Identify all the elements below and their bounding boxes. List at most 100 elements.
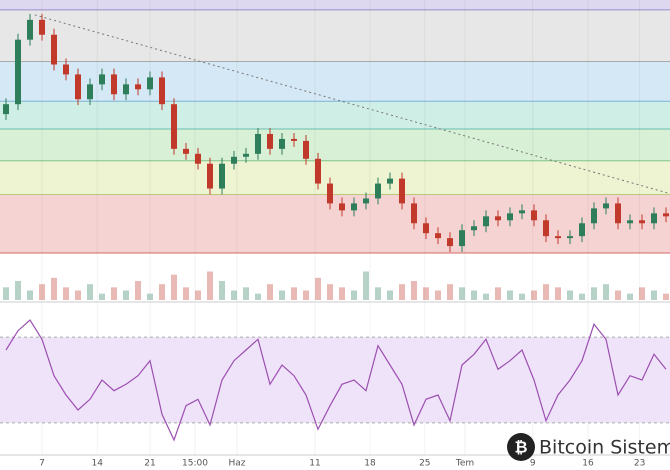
- volume-bar: [507, 290, 513, 300]
- volume-bar: [339, 287, 345, 300]
- x-tick-label: 15:00: [182, 459, 208, 469]
- level-band: [0, 129, 670, 161]
- candle-body: [279, 138, 285, 149]
- candle-body: [387, 178, 393, 184]
- volume-bar: [99, 293, 105, 300]
- candle-body: [135, 84, 141, 90]
- candle-body: [27, 19, 33, 40]
- candle-body: [147, 77, 153, 90]
- volume-bar: [663, 293, 669, 300]
- x-tick-label: 11: [309, 459, 320, 469]
- candle-body: [267, 133, 273, 149]
- x-tick-label: 14: [91, 459, 103, 469]
- volume-bar: [75, 290, 81, 300]
- candle-body: [111, 74, 117, 95]
- volume-bar: [399, 284, 405, 300]
- candle-body: [123, 84, 129, 95]
- candle-body: [87, 84, 93, 100]
- candle-body: [99, 74, 105, 85]
- volume-bar: [171, 274, 177, 300]
- candle-body: [195, 153, 201, 164]
- level-band: [0, 194, 670, 254]
- candle-body: [39, 19, 45, 35]
- candle-body: [3, 104, 9, 115]
- candle-body: [75, 74, 81, 100]
- volume-bar: [351, 290, 357, 300]
- candle-body: [63, 64, 69, 75]
- candle-body: [555, 236, 561, 239]
- candle-body: [507, 213, 513, 221]
- volume-bar: [615, 290, 621, 300]
- candle-body: [219, 163, 225, 189]
- volume-bar: [363, 271, 369, 300]
- candle-body: [231, 156, 237, 164]
- candle-body: [255, 133, 261, 154]
- candle-body: [351, 203, 357, 211]
- volume-bar: [291, 287, 297, 300]
- x-tick-label: 25: [419, 459, 430, 469]
- candle-body: [411, 203, 417, 224]
- volume-bar: [111, 287, 117, 300]
- volume-bar: [579, 293, 585, 300]
- volume-bar: [243, 287, 249, 300]
- volume-bar: [219, 281, 225, 300]
- rsi-band: [0, 337, 670, 423]
- x-tick-label: 18: [364, 459, 376, 469]
- volume-bar: [603, 284, 609, 300]
- volume-bar: [543, 284, 549, 300]
- volume-bar: [207, 271, 213, 300]
- candle-body: [519, 210, 525, 214]
- candle-body: [447, 238, 453, 247]
- level-band: [0, 101, 670, 129]
- candle-body: [495, 216, 501, 221]
- x-tick-label: 21: [144, 459, 155, 469]
- volume-bar: [423, 287, 429, 300]
- volume-bar: [627, 293, 633, 300]
- candle-body: [579, 223, 585, 237]
- candle-body: [183, 148, 189, 154]
- x-tick-label: 16: [582, 459, 594, 469]
- volume-bar: [183, 287, 189, 300]
- watermark: Bitcoin Sistemi: [539, 437, 670, 459]
- candle-body: [243, 153, 249, 157]
- volume-bar: [63, 287, 69, 300]
- candle-body: [51, 34, 57, 65]
- x-tick-label: 7: [39, 459, 45, 469]
- volume-bar: [123, 290, 129, 300]
- volume-bar: [519, 293, 525, 300]
- volume-bar: [135, 281, 141, 300]
- candle-body: [543, 220, 549, 237]
- watermark-logo: [507, 433, 535, 461]
- level-band: [0, 9, 670, 62]
- volume-bar: [567, 290, 573, 300]
- candle-body: [363, 198, 369, 204]
- candle-body: [483, 216, 489, 227]
- candle-body: [639, 220, 645, 224]
- candle-body: [171, 104, 177, 149]
- candle-body: [399, 178, 405, 204]
- volume-bar: [255, 293, 261, 300]
- volume-bar: [27, 290, 33, 300]
- candle-body: [291, 138, 297, 141]
- candle-body: [651, 213, 657, 224]
- volume-bar: [483, 293, 489, 300]
- volume-bar: [447, 284, 453, 300]
- level-band: [0, 160, 670, 195]
- volume-bar: [651, 290, 657, 300]
- candle-body: [435, 233, 441, 239]
- volume-bar: [435, 290, 441, 300]
- volume-bar: [39, 284, 45, 300]
- x-tick-label: 23: [634, 459, 645, 469]
- volume-bar: [459, 287, 465, 300]
- level-band: [0, 0, 670, 10]
- volume-bar: [303, 290, 309, 300]
- volume-bar: [279, 290, 285, 300]
- candle-body: [471, 226, 477, 231]
- watermark-logo-glyph: ₿: [514, 438, 527, 457]
- volume-bar: [591, 287, 597, 300]
- volume-bar: [147, 293, 153, 300]
- volume-bar: [3, 287, 9, 300]
- candle-body: [423, 223, 429, 234]
- candle-body: [567, 236, 573, 239]
